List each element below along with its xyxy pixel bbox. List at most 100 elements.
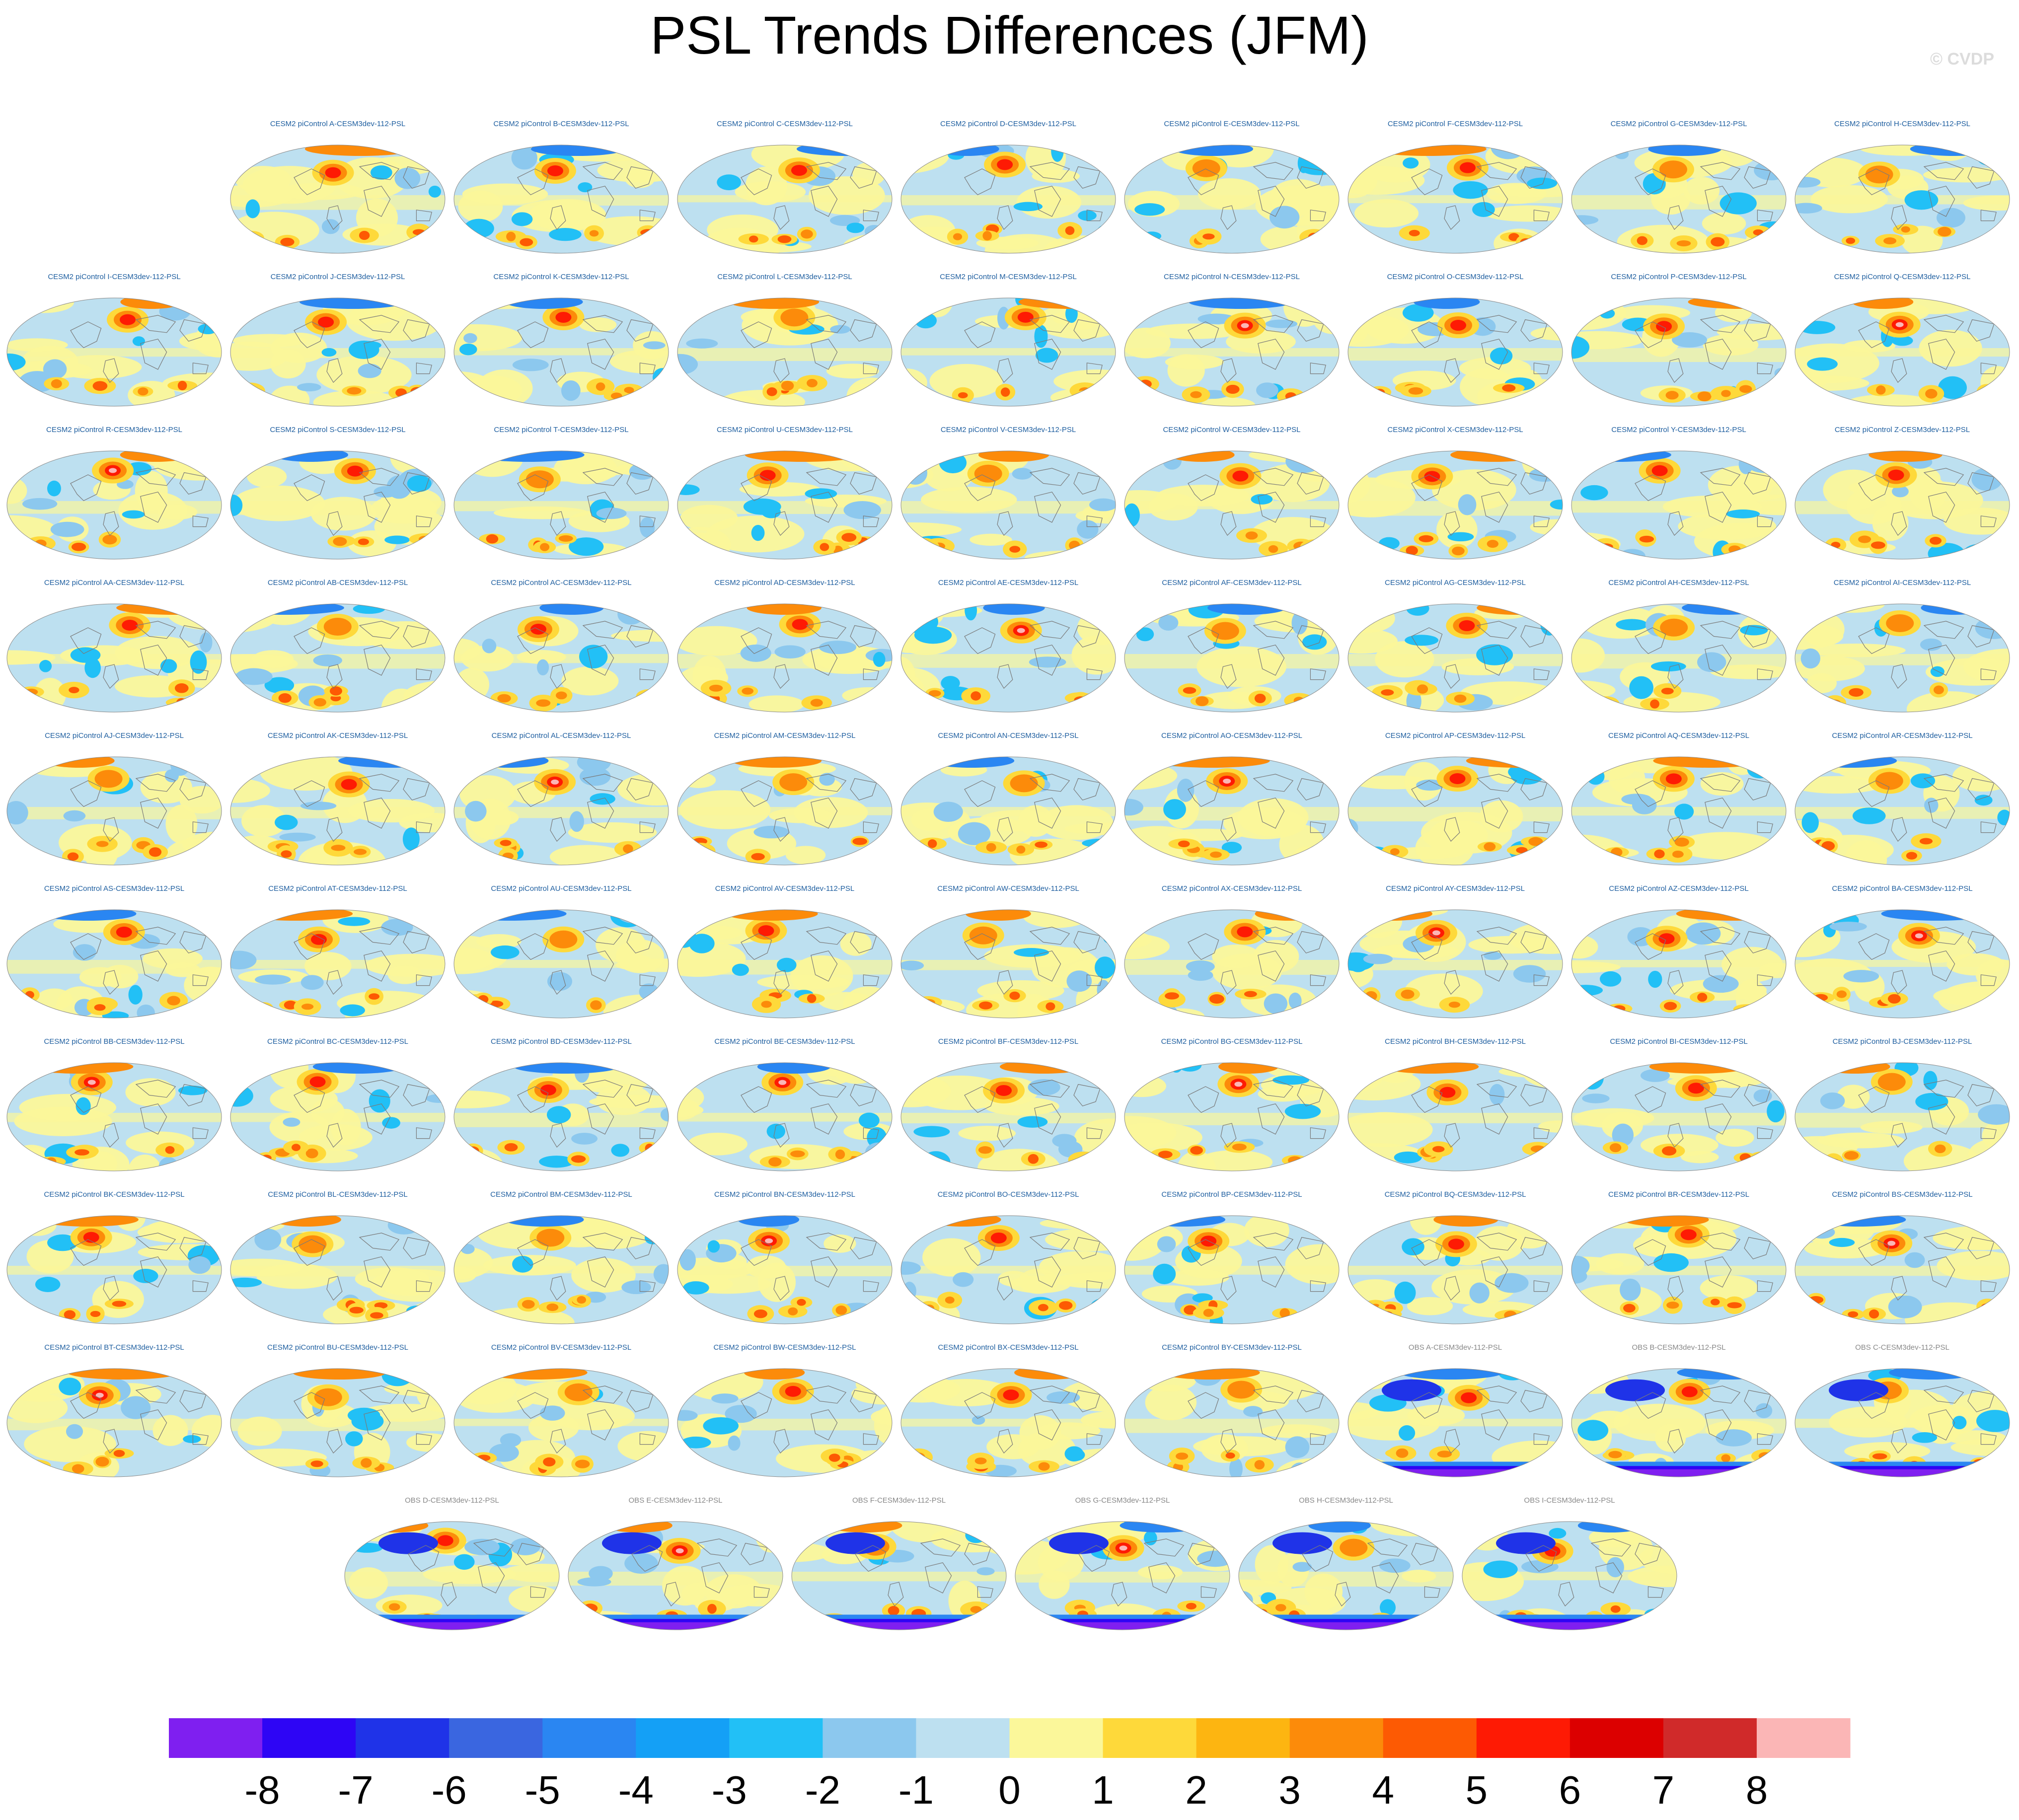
colorbar-bin xyxy=(1663,1718,1757,1758)
panel-title: CESM2 piControl R-CESM3dev-112-PSL xyxy=(46,426,182,434)
map-panel: CESM2 piControl AD-CESM3dev-112-PSL xyxy=(677,579,893,713)
panel-title: CESM2 piControl A-CESM3dev-112-PSL xyxy=(270,120,405,128)
panel-title: CESM2 piControl V-CESM3dev-112-PSL xyxy=(941,426,1076,434)
panel-title: CESM2 piControl H-CESM3dev-112-PSL xyxy=(1834,120,1970,128)
map-panel: OBS B-CESM3dev-112-PSL xyxy=(1571,1343,1787,1477)
colorbar-bin xyxy=(1009,1718,1104,1758)
panel-title: CESM2 piControl AB-CESM3dev-112-PSL xyxy=(268,579,408,587)
panel-title: CESM2 piControl L-CESM3dev-112-PSL xyxy=(717,273,852,281)
map-panel: CESM2 piControl W-CESM3dev-112-PSL xyxy=(1124,426,1340,560)
panel-title: CESM2 piControl O-CESM3dev-112-PSL xyxy=(1387,273,1524,281)
panel-title: CESM2 piControl M-CESM3dev-112-PSL xyxy=(940,273,1077,281)
panel-title: OBS B-CESM3dev-112-PSL xyxy=(1632,1343,1726,1352)
map-panel: CESM2 piControl X-CESM3dev-112-PSL xyxy=(1347,426,1563,560)
panel-title: CESM2 piControl BY-CESM3dev-112-PSL xyxy=(1162,1343,1302,1352)
panel-title: CESM2 piControl AZ-CESM3dev-112-PSL xyxy=(1609,884,1749,893)
panel-title: CESM2 piControl BX-CESM3dev-112-PSL xyxy=(938,1343,1078,1352)
colorbar-tick-label: -5 xyxy=(525,1768,560,1812)
panel-title: CESM2 piControl F-CESM3dev-112-PSL xyxy=(1388,120,1523,128)
map-panel: CESM2 piControl AG-CESM3dev-112-PSL xyxy=(1347,579,1563,713)
map-panel: CESM2 piControl AW-CESM3dev-112-PSL xyxy=(900,884,1116,1019)
map-panel: CESM2 piControl BV-CESM3dev-112-PSL xyxy=(453,1343,669,1477)
panel-title: CESM2 piControl AQ-CESM3dev-112-PSL xyxy=(1608,731,1749,740)
map-panel: CESM2 piControl Y-CESM3dev-112-PSL xyxy=(1571,426,1787,560)
map-panel: CESM2 piControl AQ-CESM3dev-112-PSL xyxy=(1571,731,1787,866)
colorbar-bin xyxy=(636,1718,730,1758)
panel-title: CESM2 piControl G-CESM3dev-112-PSL xyxy=(1611,120,1747,128)
panel-title: OBS I-CESM3dev-112-PSL xyxy=(1524,1496,1615,1505)
panel-title: CESM2 piControl BC-CESM3dev-112-PSL xyxy=(267,1037,408,1046)
colorbar-tick-label: -7 xyxy=(338,1768,374,1812)
panel-title: CESM2 piControl BU-CESM3dev-112-PSL xyxy=(267,1343,408,1352)
panel-title: CESM2 piControl K-CESM3dev-112-PSL xyxy=(493,273,629,281)
panel-title: CESM2 piControl D-CESM3dev-112-PSL xyxy=(940,120,1076,128)
panel-title: CESM2 piControl P-CESM3dev-112-PSL xyxy=(1611,273,1746,281)
panel-title: OBS E-CESM3dev-112-PSL xyxy=(629,1496,723,1505)
panel-title: CESM2 piControl BQ-CESM3dev-112-PSL xyxy=(1385,1190,1526,1199)
panel-title: CESM2 piControl AG-CESM3dev-112-PSL xyxy=(1385,579,1526,587)
colorbar-bin xyxy=(1103,1718,1197,1758)
chart-title: PSL Trends Differences (JFM) xyxy=(650,5,1369,65)
panel-title: CESM2 piControl AD-CESM3dev-112-PSL xyxy=(714,579,855,587)
map-panel: CESM2 piControl A-CESM3dev-112-PSL xyxy=(230,120,446,254)
panel-title: CESM2 piControl BN-CESM3dev-112-PSL xyxy=(714,1190,855,1199)
map-panel: CESM2 piControl AU-CESM3dev-112-PSL xyxy=(453,884,669,1019)
panel-title: CESM2 piControl I-CESM3dev-112-PSL xyxy=(48,273,180,281)
colorbar-bin xyxy=(729,1718,823,1758)
colorbar-tick-label: 4 xyxy=(1372,1768,1394,1812)
panel-title: CESM2 piControl BM-CESM3dev-112-PSL xyxy=(490,1190,632,1199)
colorbar-bin xyxy=(1383,1718,1477,1758)
colorbar-tick-label: 7 xyxy=(1652,1768,1675,1812)
colorbar-tick-label: -6 xyxy=(432,1768,467,1812)
colorbar-tick-label: 2 xyxy=(1185,1768,1207,1812)
colorbar-bin xyxy=(169,1718,263,1758)
map-panel: CESM2 piControl Q-CESM3dev-112-PSL xyxy=(1795,273,2010,407)
map-panel: CESM2 piControl L-CESM3dev-112-PSL xyxy=(677,273,893,407)
map-panel: CESM2 piControl BT-CESM3dev-112-PSL xyxy=(6,1343,222,1477)
colorbar-bin xyxy=(916,1718,1010,1758)
colorbar-tick-label: -3 xyxy=(712,1768,747,1812)
panel-title: CESM2 piControl E-CESM3dev-112-PSL xyxy=(1164,120,1299,128)
panel-title: CESM2 piControl AF-CESM3dev-112-PSL xyxy=(1162,579,1302,587)
panel-title: CESM2 piControl U-CESM3dev-112-PSL xyxy=(717,426,853,434)
colorbar-bin xyxy=(449,1718,543,1758)
map-panel: CESM2 piControl AT-CESM3dev-112-PSL xyxy=(230,884,446,1019)
map-panel: CESM2 piControl AY-CESM3dev-112-PSL xyxy=(1347,884,1563,1019)
map-panel: CESM2 piControl BI-CESM3dev-112-PSL xyxy=(1571,1037,1787,1171)
panel-title: CESM2 piControl BF-CESM3dev-112-PSL xyxy=(938,1037,1078,1046)
panel-title: CESM2 piControl BO-CESM3dev-112-PSL xyxy=(938,1190,1079,1199)
map-panel: CESM2 piControl BC-CESM3dev-112-PSL xyxy=(230,1037,446,1171)
colorbar-tick-label: 6 xyxy=(1559,1768,1581,1812)
panel-title: CESM2 piControl BK-CESM3dev-112-PSL xyxy=(44,1190,184,1199)
panel-title: CESM2 piControl BW-CESM3dev-112-PSL xyxy=(713,1343,856,1352)
panel-title: CESM2 piControl AT-CESM3dev-112-PSL xyxy=(268,884,407,893)
panel-title: CESM2 piControl BR-CESM3dev-112-PSL xyxy=(1608,1190,1749,1199)
panel-title: CESM2 piControl W-CESM3dev-112-PSL xyxy=(1163,426,1300,434)
cvdp-watermark: © CVDP xyxy=(1930,50,1994,69)
panel-title: CESM2 piControl AR-CESM3dev-112-PSL xyxy=(1832,731,1972,740)
panel-title: CESM2 piControl BE-CESM3dev-112-PSL xyxy=(714,1037,855,1046)
panel-title: CESM2 piControl BG-CESM3dev-112-PSL xyxy=(1161,1037,1303,1046)
map-panel: CESM2 piControl BD-CESM3dev-112-PSL xyxy=(453,1037,669,1171)
colorbar-tick-label: -8 xyxy=(244,1768,280,1812)
panel-title: CESM2 piControl AL-CESM3dev-112-PSL xyxy=(492,731,631,740)
panel-title: CESM2 piControl B-CESM3dev-112-PSL xyxy=(493,120,629,128)
panel-title: CESM2 piControl AA-CESM3dev-112-PSL xyxy=(44,579,184,587)
map-panel: OBS C-CESM3dev-112-PSL xyxy=(1795,1343,2010,1477)
panel-title: OBS D-CESM3dev-112-PSL xyxy=(405,1496,499,1505)
panel-title: OBS G-CESM3dev-112-PSL xyxy=(1075,1496,1170,1505)
panel-title: CESM2 piControl AO-CESM3dev-112-PSL xyxy=(1161,731,1302,740)
colorbar-tick-label: -2 xyxy=(805,1768,840,1812)
panel-title: CESM2 piControl BB-CESM3dev-112-PSL xyxy=(44,1037,184,1046)
panel-title: CESM2 piControl AC-CESM3dev-112-PSL xyxy=(491,579,631,587)
colorbar-bin xyxy=(356,1718,449,1758)
panel-title: CESM2 piControl Y-CESM3dev-112-PSL xyxy=(1611,426,1746,434)
panel-title: CESM2 piControl BL-CESM3dev-112-PSL xyxy=(268,1190,408,1199)
panel-title: CESM2 piControl AS-CESM3dev-112-PSL xyxy=(44,884,184,893)
map-panel: CESM2 piControl G-CESM3dev-112-PSL xyxy=(1571,120,1787,254)
colorbar-bin xyxy=(1289,1718,1384,1758)
map-panel: OBS E-CESM3dev-112-PSL xyxy=(568,1496,783,1630)
colorbar-tick-label: 5 xyxy=(1466,1768,1488,1812)
panel-title: CESM2 piControl AI-CESM3dev-112-PSL xyxy=(1834,579,1971,587)
colorbar-bin xyxy=(823,1718,916,1758)
